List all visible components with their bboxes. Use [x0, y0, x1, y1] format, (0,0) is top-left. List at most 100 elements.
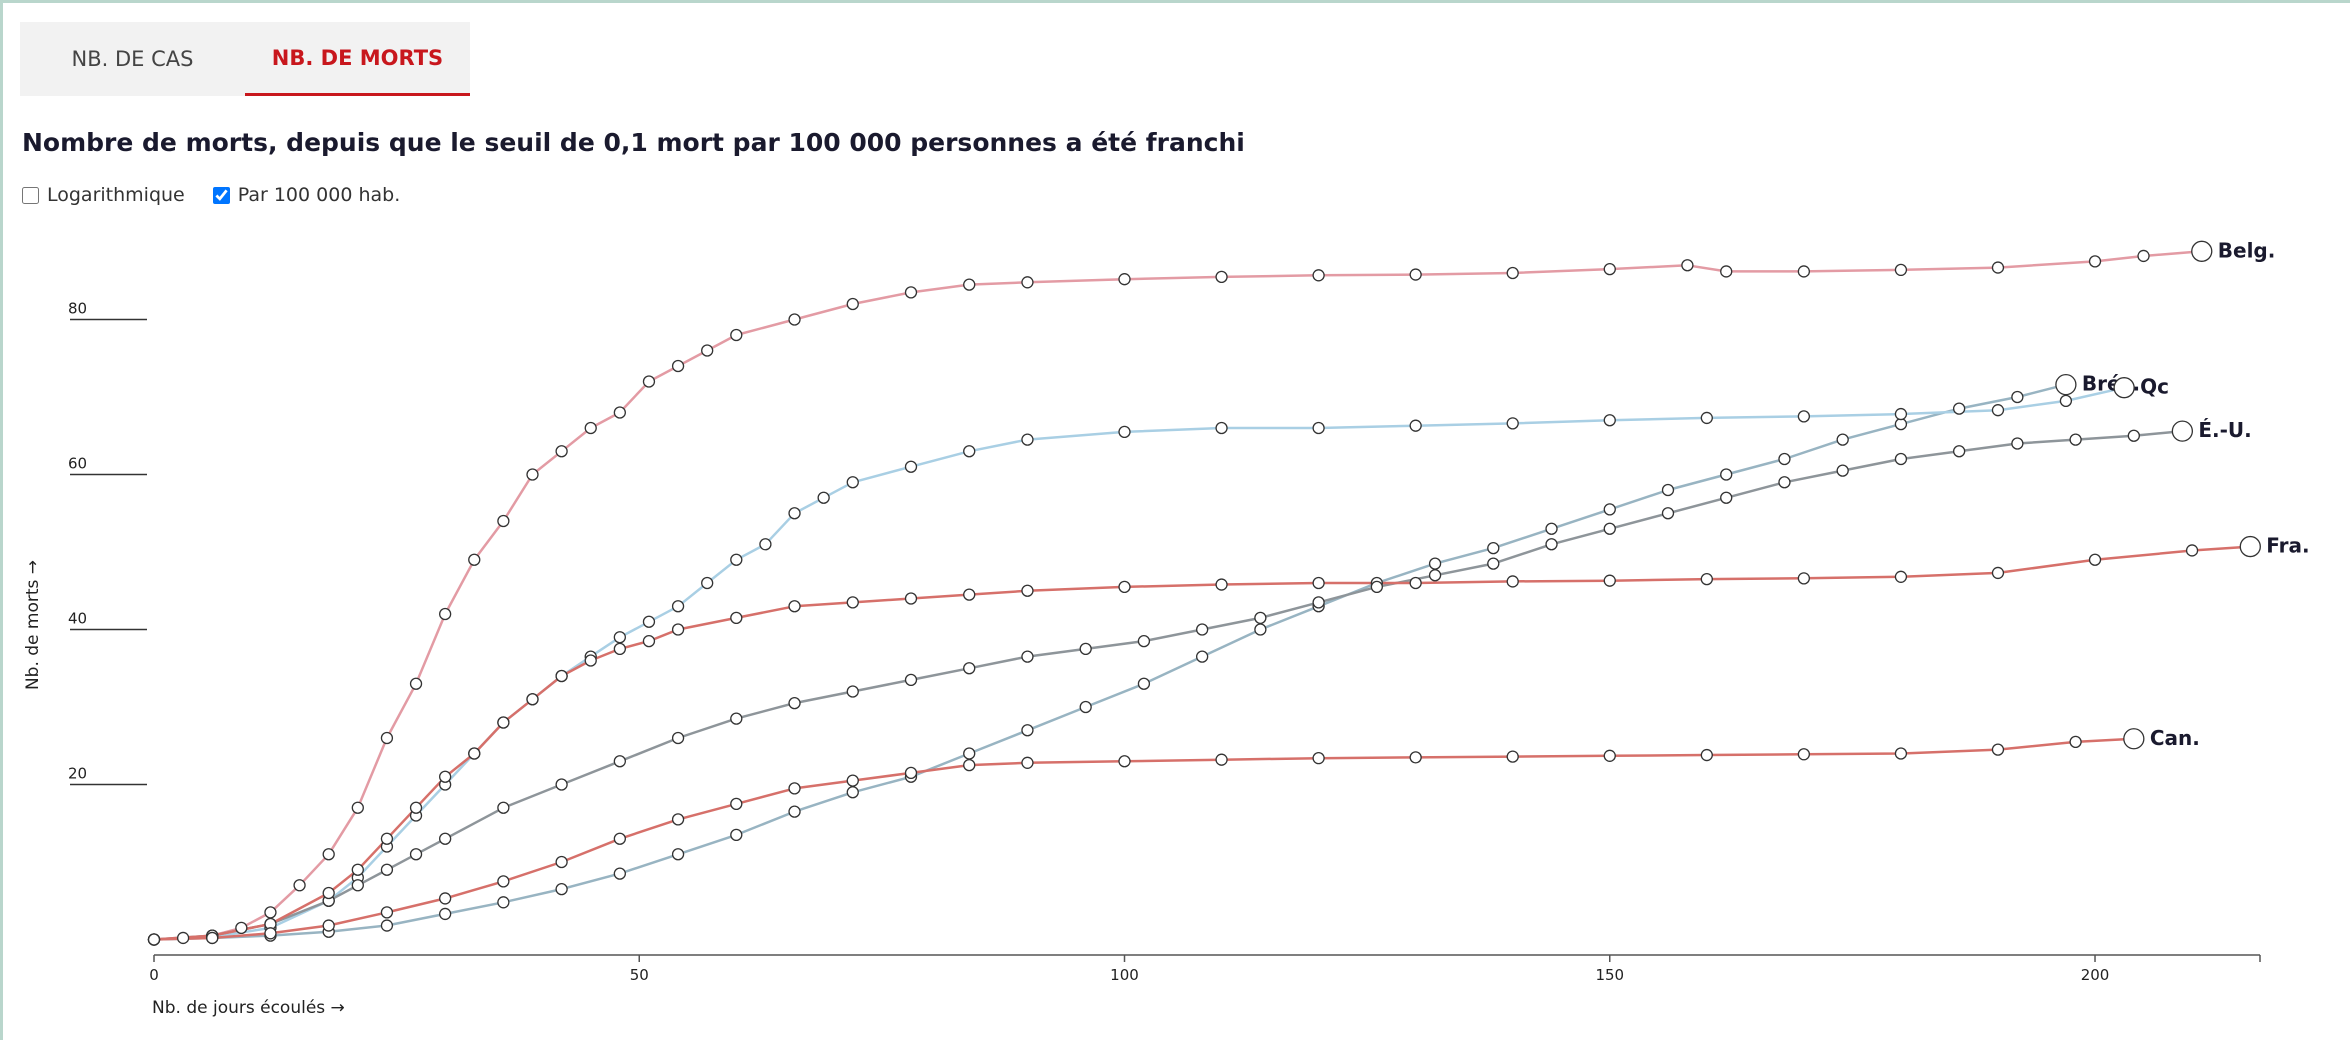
point [526, 693, 539, 706]
point [1603, 262, 1616, 276]
series-line [153, 383, 2067, 941]
point [2055, 373, 2077, 396]
point [1312, 269, 1325, 282]
point [1797, 410, 1811, 423]
point [1894, 417, 1908, 431]
point [1952, 402, 1966, 415]
point [380, 832, 394, 845]
point [206, 931, 219, 945]
point [1836, 433, 1849, 446]
point [1952, 445, 1966, 458]
point [817, 491, 830, 504]
checkbox[interactable] [22, 186, 39, 204]
point [904, 766, 918, 780]
point [963, 588, 976, 601]
point [1409, 419, 1422, 432]
checkbox-label: Par 100 000 hab. [237, 184, 401, 206]
point [555, 669, 568, 683]
series-line [153, 737, 2134, 941]
point [439, 832, 452, 845]
series-label: Belg. [2218, 238, 2276, 262]
point [613, 642, 626, 656]
x-tick-label: 100 [1110, 966, 1139, 984]
point [1836, 464, 1849, 477]
point [1118, 273, 1131, 286]
point [671, 731, 685, 745]
point [963, 278, 976, 291]
y-axis-label: Nb. de morts → [23, 560, 43, 690]
point [963, 758, 976, 772]
point [613, 867, 626, 880]
control: Par 100 000 hab. [212, 184, 401, 206]
point [1603, 749, 1616, 762]
y-tick-label: 20 [68, 765, 87, 783]
point [846, 685, 859, 698]
point [2069, 735, 2082, 749]
point [701, 576, 714, 590]
point [1409, 751, 1422, 764]
checkbox-label: Logarithmique [47, 184, 185, 206]
point [409, 801, 423, 814]
point [904, 286, 918, 299]
point [2011, 437, 2024, 450]
point [1312, 421, 1325, 435]
point [730, 797, 743, 811]
point [497, 801, 510, 814]
series-label: Qc [2140, 375, 2169, 399]
point [846, 297, 859, 311]
point [1215, 270, 1228, 284]
point [1215, 753, 1228, 766]
point [1254, 611, 1267, 625]
point [1661, 483, 1675, 497]
checkbox[interactable] [212, 186, 230, 204]
point [2088, 553, 2102, 566]
point [1487, 557, 1500, 570]
point [1021, 433, 1034, 446]
point [642, 375, 656, 388]
point [1409, 576, 1422, 590]
point [1700, 748, 1713, 762]
point [788, 696, 801, 710]
point [1506, 417, 1519, 430]
point [584, 654, 597, 667]
point [904, 460, 918, 473]
x-tick-label: 0 [149, 966, 159, 984]
point [584, 421, 597, 435]
y-tick-label: 40 [68, 610, 87, 628]
point [1797, 748, 1811, 761]
point [1797, 572, 1811, 585]
point [1720, 265, 1733, 278]
point [2123, 728, 2145, 750]
point [293, 879, 306, 892]
point [1118, 425, 1131, 439]
point [1681, 259, 1694, 272]
point [613, 755, 626, 768]
series-line [153, 429, 2183, 941]
point [788, 313, 801, 326]
point [322, 886, 335, 900]
point [380, 731, 394, 745]
point [1428, 569, 1442, 582]
point [1991, 404, 2005, 417]
tab[interactable]: NB. DE CAS [71, 47, 194, 71]
point [846, 774, 859, 787]
point [409, 848, 423, 861]
point [2127, 429, 2140, 442]
point [380, 863, 394, 876]
tab[interactable]: NB. DE MORTS [245, 22, 470, 96]
y-tick-label: 80 [68, 300, 87, 318]
point [497, 896, 510, 909]
series-line [153, 250, 2202, 941]
point [1079, 642, 1092, 656]
point [264, 906, 277, 919]
point [1428, 557, 1442, 570]
point [497, 514, 510, 528]
series-label: É.-U. [2198, 418, 2251, 442]
point [1137, 677, 1151, 690]
point [846, 476, 859, 489]
point [1195, 650, 1209, 663]
point [1720, 468, 1733, 481]
point [1021, 584, 1034, 597]
series-label: Fra. [2266, 534, 2309, 558]
point [1991, 261, 2005, 274]
